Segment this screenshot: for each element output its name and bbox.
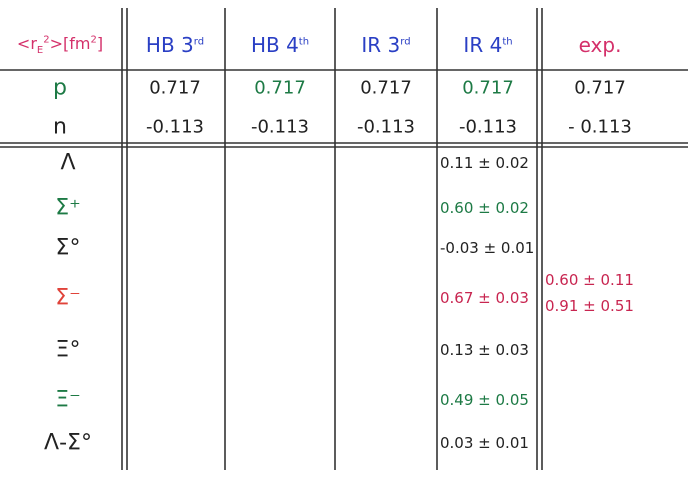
cell: 0.717 (360, 77, 412, 99)
column-header: IR 3rd (361, 33, 410, 57)
column-header: exp. (579, 33, 622, 57)
column-header-text: IR 3 (361, 33, 401, 57)
column-header-text: IR 4 (463, 33, 503, 57)
cell: -0.113 (458, 116, 518, 138)
corner-part: <r (16, 33, 37, 53)
cell: -0.113 (250, 116, 310, 138)
column-header-sup: th (502, 36, 513, 48)
row-label: Σ⁺ (55, 195, 81, 221)
column-header: HB 3rd (146, 33, 204, 57)
corner-sub: E (36, 45, 44, 57)
cell: -0.03 ± 0.01 (440, 239, 535, 257)
row-label: Λ (60, 150, 76, 176)
cell: - 0.113 (568, 116, 632, 138)
exp-cell: 0.91 ± 0.51 (545, 297, 634, 315)
cell: 0.717 (149, 77, 201, 99)
column-header-text: exp. (578, 33, 622, 57)
row-label: Ξ° (55, 337, 81, 363)
cell: 0.717 (462, 77, 514, 99)
corner-sup: 2 (43, 34, 50, 46)
row-label: Σ⁻ (55, 285, 81, 311)
cell: 0.67 ± 0.03 (440, 289, 529, 307)
cell: -0.113 (145, 116, 205, 138)
column-header-sup: rd (193, 36, 205, 48)
cell: 0.60 ± 0.02 (440, 199, 529, 217)
cell: 0.03 ± 0.01 (440, 434, 529, 452)
corner-header: <rE2>[fm2] (17, 34, 103, 56)
exp-cell: 0.60 ± 0.11 (545, 271, 634, 289)
column-header: HB 4th (251, 33, 309, 57)
cell: 0.717 (574, 77, 626, 99)
row-label: Λ-Σ° (44, 430, 92, 456)
column-header: IR 4th (463, 33, 512, 57)
column-header-text: HB 4 (250, 33, 299, 57)
corner-part: ] (96, 33, 104, 53)
column-header-text: HB 3 (145, 33, 194, 57)
cell: -0.113 (356, 116, 416, 138)
cell: 0.49 ± 0.05 (440, 391, 529, 409)
cell: 0.11 ± 0.02 (440, 154, 529, 172)
row-label: Σ° (55, 235, 81, 261)
row-label: n (53, 114, 67, 140)
column-header-sup: rd (400, 36, 411, 48)
corner-sup: 2 (90, 34, 97, 46)
row-label: p (53, 75, 67, 101)
cell: 0.13 ± 0.03 (440, 341, 529, 359)
column-header-sup: th (298, 36, 310, 48)
corner-part: >[fm (49, 33, 91, 53)
cell: 0.717 (254, 77, 306, 99)
row-label: Ξ⁻ (55, 387, 81, 413)
